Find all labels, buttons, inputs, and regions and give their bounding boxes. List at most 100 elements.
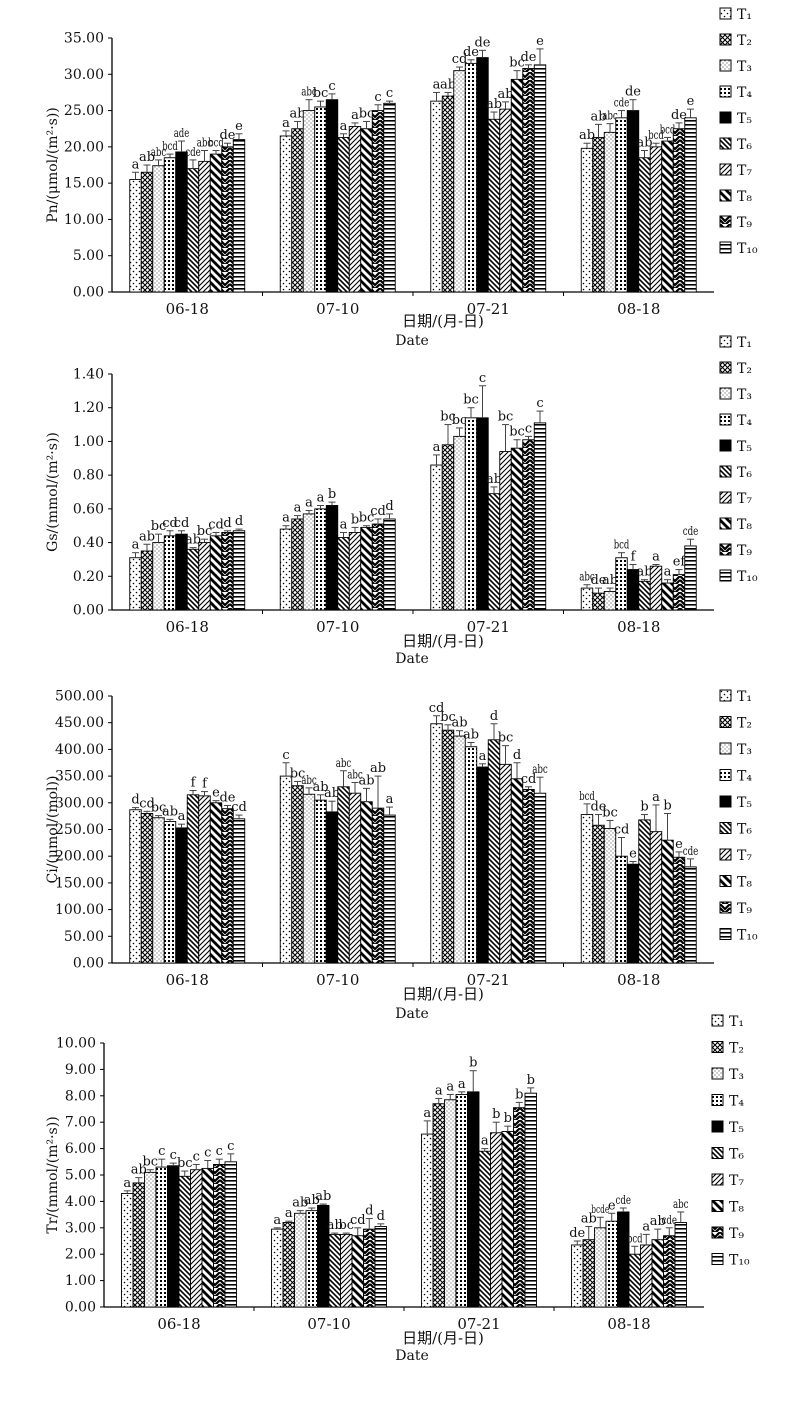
legend-label-T6: T₆ [737, 137, 752, 153]
y-tick-label: 1.40 [73, 367, 104, 383]
significance-label: bc [440, 410, 456, 425]
significance-label: a [178, 809, 186, 824]
panel-1: 0.00 5.00 10.00 15.00 20.00 25.00 30.00 35.00 Pn… [45, 7, 758, 349]
legend-swatch-T3 [711, 1067, 724, 1080]
y-tick-label: 0.20 [73, 569, 104, 585]
legend-label-T7: T₇ [737, 491, 752, 507]
bar-T4-07-21 [464, 746, 478, 964]
legend-swatch-T7 [719, 848, 732, 861]
bar-T10-06-18 [224, 1161, 237, 1308]
significance-label: a [652, 790, 660, 805]
bar-T4-08-18 [615, 855, 628, 964]
bar-T6-06-18 [186, 548, 200, 611]
bar-T2-06-18 [140, 813, 154, 964]
significance-label: ade [174, 126, 190, 140]
legend-swatch-T8 [719, 189, 732, 202]
bar-T4-06-18 [163, 821, 177, 964]
legend-label-T1: T₁ [737, 335, 752, 351]
legend-label-T3: T₃ [737, 387, 752, 403]
significance-label: bc [498, 410, 514, 425]
bar-T5-07-10 [325, 99, 339, 293]
bar-T10-07-10 [383, 102, 396, 293]
bar-T2-07-10 [291, 518, 304, 611]
bar-T1-06-18 [121, 1193, 134, 1308]
bar-T6-06-18 [186, 168, 200, 293]
significance-label: cde [683, 524, 699, 538]
legend-label-T1: T₁ [737, 7, 752, 23]
significance-label: cde [614, 96, 630, 110]
legend-swatch-T7 [719, 163, 732, 176]
significance-label: abc [579, 570, 595, 584]
significance-label: cd [350, 1213, 366, 1228]
legend-label-T8: T₈ [737, 189, 752, 205]
x-tick-label: 06-18 [166, 300, 209, 318]
significance-label: de [219, 790, 235, 805]
bar-T9-06-18 [221, 808, 234, 964]
bar-T2-06-18 [132, 1182, 145, 1308]
legend-label-T4: T₄ [737, 85, 752, 101]
y-tick-label: 0.00 [73, 956, 104, 972]
significance-label: c [282, 748, 289, 763]
legend-label-T10: T₁₀ [729, 1253, 750, 1269]
bar-T1-08-18 [571, 1244, 584, 1308]
bar-T10-07-21 [533, 64, 547, 293]
bar-T9-07-10 [371, 523, 385, 611]
y-tick-label: 4.00 [65, 1194, 96, 1210]
significance-label: abc [347, 768, 363, 782]
bar-T1-08-18 [580, 814, 594, 964]
significance-label: bc [440, 710, 456, 725]
significance-label: ab [292, 1196, 308, 1211]
bar-T1-07-10 [279, 135, 293, 293]
y-tick-label: 1.20 [73, 400, 104, 416]
legend-label-T5: T₅ [737, 439, 752, 455]
bar-T8-08-18 [661, 140, 674, 293]
legend-label-T5: T₅ [729, 1120, 744, 1136]
significance-label: cde [615, 1193, 631, 1207]
x-tick-label: 07-10 [307, 1315, 350, 1333]
legend-swatch-T3 [719, 387, 732, 400]
bar-T6-08-18 [638, 819, 651, 964]
legend-label-T2: T₂ [729, 1041, 744, 1057]
significance-label: c [536, 396, 543, 411]
bar-T9-08-18 [672, 856, 686, 964]
significance-label: a [132, 538, 140, 553]
bar-T10-08-18 [684, 545, 697, 611]
significance-label: d [490, 709, 498, 724]
legend-swatch-T9 [719, 215, 732, 228]
significance-label: f [631, 549, 637, 564]
significance-label: d [377, 1209, 385, 1224]
significance-label: cd [208, 517, 224, 532]
significance-label: b [663, 798, 671, 813]
bar-T3-07-21 [453, 735, 466, 964]
bar-T7-06-18 [198, 160, 211, 293]
x-axis-label: 日期/(月-日) [402, 312, 484, 330]
legend-swatch-T7 [711, 1173, 724, 1186]
bar-T3-06-18 [152, 817, 165, 964]
y-tick-label: 0.40 [73, 535, 104, 551]
bar-T7-08-18 [649, 565, 663, 611]
y-tick-label: 20.00 [64, 139, 104, 155]
bar-T4-07-21 [455, 1094, 468, 1308]
bar-T8-07-10 [360, 526, 373, 611]
significance-label: de [520, 50, 536, 65]
legend-swatch-T4 [719, 413, 732, 426]
legend-swatch-T8 [719, 875, 732, 887]
bar-T5-06-18 [175, 827, 188, 964]
bar-T6-07-21 [487, 493, 501, 611]
bar-T1-07-10 [279, 528, 293, 611]
legend-label-T8: T₈ [729, 1200, 744, 1216]
significance-label: bcd [660, 122, 676, 136]
significance-label: de [590, 573, 606, 588]
bar-T3-07-10 [302, 513, 316, 611]
bar-T9-07-21 [522, 439, 535, 611]
significance-label: ab [185, 533, 201, 548]
bar-T7-07-21 [499, 451, 512, 611]
legend-label-T7: T₇ [737, 163, 752, 179]
legend-swatch-T2 [711, 1041, 724, 1053]
bar-T8-06-18 [209, 535, 223, 611]
legend-label-T6: T₆ [737, 465, 752, 481]
significance-label: ab [440, 77, 456, 92]
legend-label-T3: T₃ [737, 59, 752, 75]
significance-label: de [590, 800, 606, 815]
